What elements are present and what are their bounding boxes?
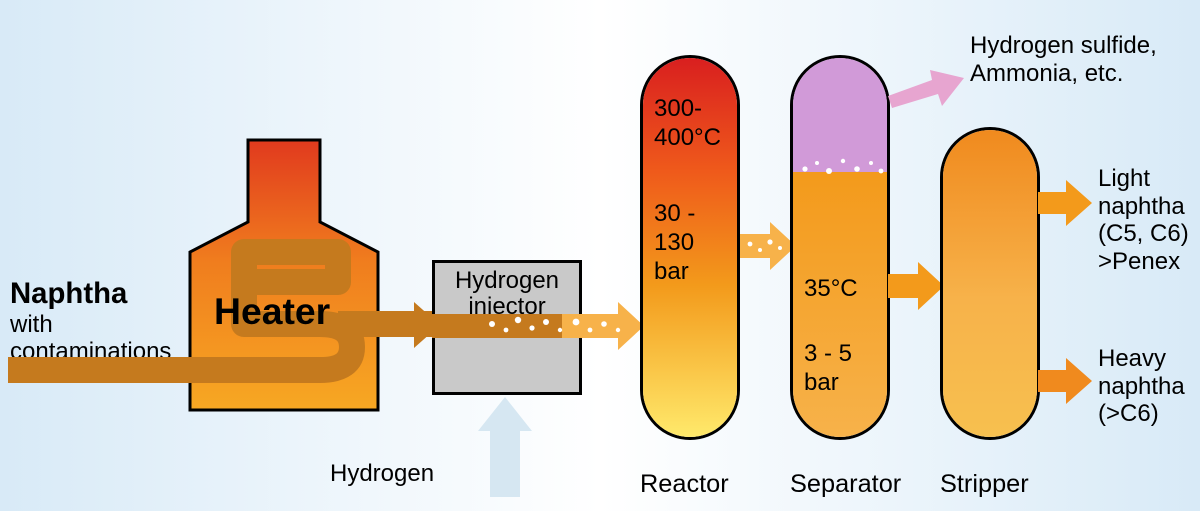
stripper-caption: Stripper (940, 470, 1029, 499)
diagram-canvas: Naphtha with contaminations Heater Hydro… (0, 0, 1200, 511)
stripper-vessel (940, 127, 1040, 440)
separator-caption: Separator (790, 470, 901, 499)
output-heavy-naphtha-label: Heavy naphtha (>C6) (1098, 345, 1200, 428)
separator-temp: 35°C (804, 275, 884, 304)
hydrogen-label: Hydrogen (330, 460, 434, 488)
heater-label: Heater (214, 290, 330, 333)
arrow-stripper-top (1038, 178, 1094, 228)
arrow-separator-gases (888, 68, 966, 114)
output-gases-label: Hydrogen sulfide, Ammonia, etc. (970, 32, 1190, 87)
hydrogen-inlet-arrow (478, 397, 532, 497)
arrow-stripper-bottom (1038, 356, 1094, 406)
separator-bubbles (793, 149, 887, 179)
reactor-temp: 300-400°C (654, 95, 734, 153)
reactor-pressure: 30 - 130 bar (654, 200, 734, 286)
output-light-naphtha-label: Light naphtha (C5, C6) >Penex (1098, 165, 1200, 275)
separator-pressure: 3 - 5 bar (804, 340, 884, 398)
pipe-injector-to-reactor (432, 300, 652, 352)
reactor-caption: Reactor (640, 470, 729, 499)
arrow-separator-to-stripper (888, 260, 948, 312)
